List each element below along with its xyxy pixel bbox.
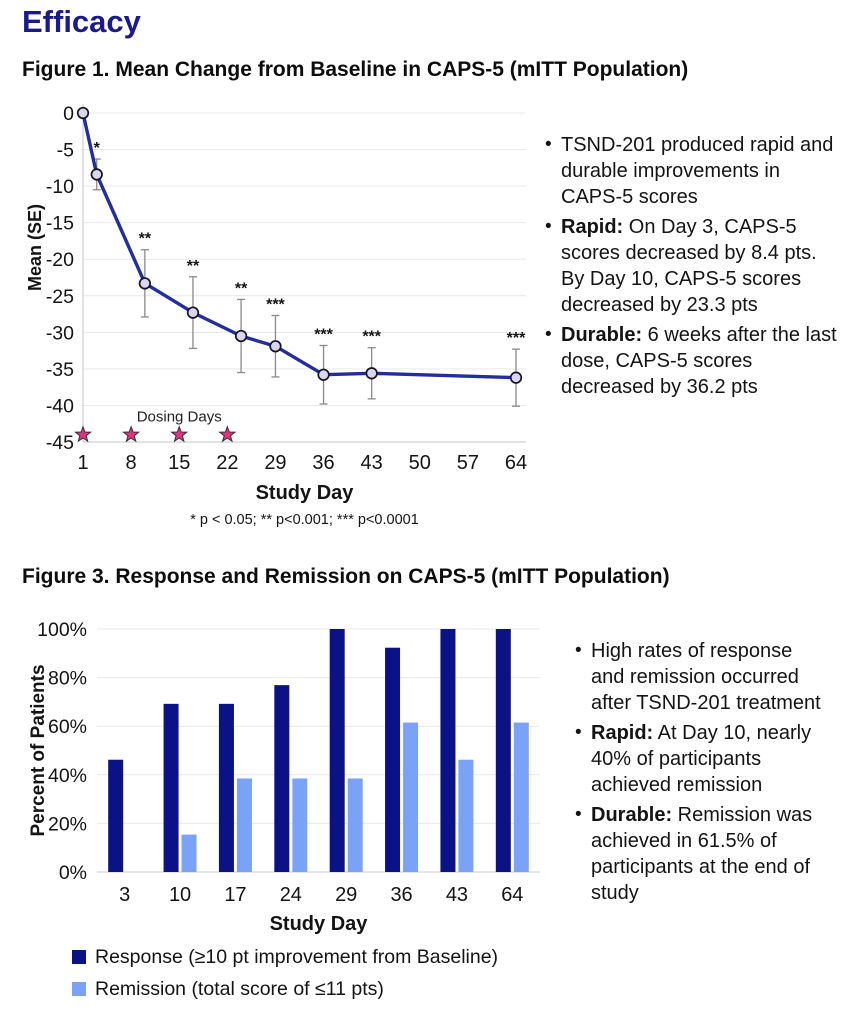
figure1-bullet-2: Rapid: On Day 3, CAPS-5 scores decreased… — [545, 214, 837, 318]
svg-text:36: 36 — [312, 452, 334, 474]
svg-text:***: *** — [362, 329, 381, 346]
svg-text:-35: -35 — [46, 359, 74, 381]
svg-text:100%: 100% — [37, 619, 87, 641]
svg-text:10: 10 — [169, 884, 191, 906]
svg-text:43: 43 — [361, 452, 383, 474]
legend-label-remission: Remission (total score of ≤11 pts) — [95, 977, 384, 1000]
bullet-text: High rates of response and remission occ… — [591, 640, 821, 714]
figure1-title: Figure 1. Mean Change from Baseline in C… — [22, 58, 689, 81]
svg-text:Mean (SE): Mean (SE) — [26, 204, 45, 291]
figure3-bullet-2: Rapid: At Day 10, nearly 40% of particip… — [575, 720, 827, 798]
svg-text:3: 3 — [119, 884, 130, 906]
bullet-text: Remission was achieved in 61.5% of parti… — [591, 804, 813, 904]
svg-text:8: 8 — [126, 452, 137, 474]
bullet-bold-text: Rapid: — [561, 216, 624, 238]
svg-text:43: 43 — [446, 884, 468, 906]
remission-swatch-icon — [72, 982, 86, 996]
bullet-bold-text: Durable: — [561, 324, 643, 346]
svg-text:-40: -40 — [46, 395, 74, 417]
svg-text:50: 50 — [409, 452, 431, 474]
figure3-bullet-3: Durable: Remission was achieved in 61.5%… — [575, 802, 827, 906]
svg-text:40%: 40% — [48, 765, 87, 787]
svg-text:22: 22 — [216, 452, 238, 474]
svg-text:Study Day: Study Day — [256, 482, 355, 504]
svg-text:**: ** — [139, 231, 152, 248]
bullet-text: TSND-201 produced rapid and durable impr… — [561, 134, 834, 208]
svg-text:*: * — [94, 140, 101, 157]
legend-item-response: Response (≥10 pt improvement from Baseli… — [72, 941, 498, 973]
figure1-bullet-1: TSND-201 produced rapid and durable impr… — [545, 132, 837, 210]
svg-text:-20: -20 — [46, 249, 74, 271]
svg-text:Percent of Patients: Percent of Patients — [28, 664, 49, 836]
svg-text:57: 57 — [457, 452, 479, 474]
bullet-text: On Day 3, CAPS-5 scores decreased by 8.4… — [561, 216, 817, 316]
svg-text:60%: 60% — [48, 716, 87, 738]
caps5-line-chart: 0 -5 -10 -15 -20 -25 -30 -35 -40 -451 8 15 22 29 36 43 5… — [26, 103, 527, 528]
svg-text:80%: 80% — [48, 668, 87, 690]
bar-chart-legend: Response (≥10 pt improvement from Baseli… — [72, 941, 498, 1005]
svg-text:-10: -10 — [46, 176, 74, 198]
svg-text:***: *** — [314, 326, 333, 343]
figure1-bullet-3: Durable: 6 weeks after the last dose, CA… — [545, 322, 837, 400]
svg-text:64: 64 — [505, 452, 527, 474]
svg-text:17: 17 — [224, 884, 246, 906]
bullet-bold-text: Rapid: — [591, 722, 654, 744]
figure3-title: Figure 3. Response and Remission on CAPS… — [22, 565, 670, 588]
svg-text:-30: -30 — [46, 322, 74, 344]
svg-text:* p < 0.05; ** p<0.001; *** p<: * p < 0.05; ** p<0.001; *** p<0.0001 — [190, 512, 419, 528]
svg-text:29: 29 — [335, 884, 357, 906]
response-swatch-icon — [72, 950, 86, 964]
svg-text:***: *** — [266, 297, 285, 314]
bullet-text: 6 weeks after the last dose, CAPS-5 scor… — [561, 324, 837, 398]
svg-text:Study Day: Study Day — [270, 913, 369, 935]
svg-text:1: 1 — [77, 452, 88, 474]
legend-item-remission: Remission (total score of ≤11 pts) — [72, 973, 498, 1005]
figure3-bullet-1: High rates of response and remission occ… — [575, 638, 827, 716]
bullet-bold-text: Durable: — [591, 804, 673, 826]
svg-text:-5: -5 — [57, 140, 74, 162]
svg-text:64: 64 — [501, 884, 523, 906]
svg-text:29: 29 — [264, 452, 286, 474]
svg-text:**: ** — [187, 258, 200, 275]
svg-text:-25: -25 — [46, 286, 74, 308]
svg-text:-45: -45 — [46, 432, 74, 454]
figure3-bullets: High rates of response and remission occ… — [575, 638, 827, 910]
page-title: Efficacy — [22, 4, 141, 39]
svg-text:**: ** — [235, 280, 248, 297]
svg-text:20%: 20% — [48, 813, 87, 835]
svg-text:-15: -15 — [46, 213, 74, 235]
svg-text:***: *** — [507, 330, 526, 347]
bullet-text: At Day 10, nearly 40% of participants ac… — [591, 722, 812, 796]
legend-label-response: Response (≥10 pt improvement from Baseli… — [95, 945, 499, 968]
svg-text:0%: 0% — [59, 862, 87, 884]
figure1-bullets: TSND-201 produced rapid and durable impr… — [545, 132, 837, 404]
svg-text:Dosing Days: Dosing Days — [137, 409, 222, 426]
svg-text:24: 24 — [280, 884, 302, 906]
svg-text:0: 0 — [63, 103, 74, 125]
svg-text:15: 15 — [168, 452, 190, 474]
svg-text:36: 36 — [390, 884, 412, 906]
response-remission-bar-chart: 0% 20% 40% 60% 80% 100% 3 10 17 24 29 36 43 64 Study D… — [28, 619, 540, 935]
